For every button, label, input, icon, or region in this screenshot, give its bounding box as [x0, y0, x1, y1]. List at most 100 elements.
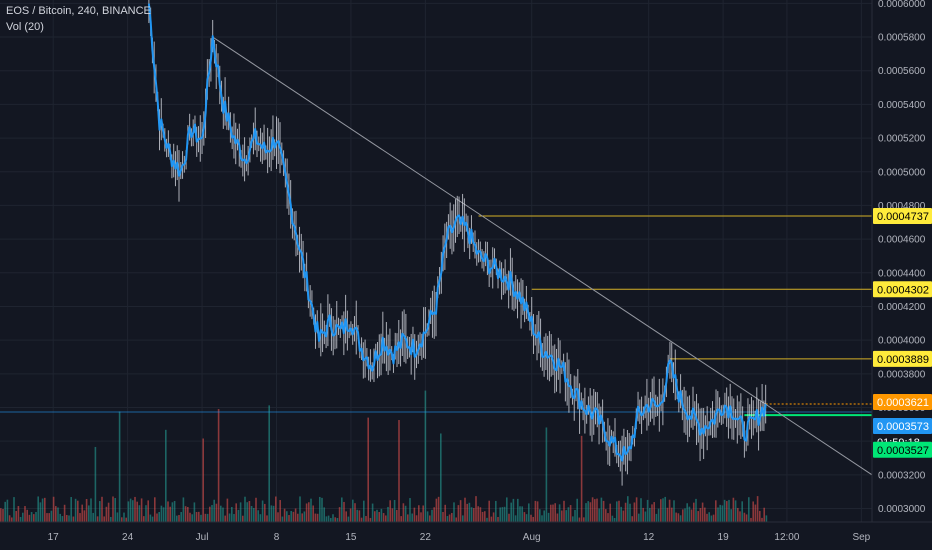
- volume-bar: [215, 503, 218, 522]
- volume-bar: [541, 515, 543, 522]
- volume-bar: [4, 501, 6, 522]
- volume-bar: [90, 498, 92, 522]
- volume-bar: [140, 498, 143, 522]
- volume-bar: [354, 503, 356, 522]
- price-tick-label: 0.0005200: [878, 134, 926, 145]
- volume-bar: [79, 513, 81, 522]
- volume-bar: [149, 514, 152, 522]
- volume-bar: [325, 516, 328, 522]
- volume-bar: [587, 501, 589, 522]
- volume-bar: [319, 496, 321, 522]
- volume-bar: [28, 514, 31, 522]
- volume-bar: [431, 509, 433, 522]
- volume-bar: [41, 498, 44, 522]
- volume-bar: [360, 517, 363, 522]
- volume-bar: [734, 500, 737, 522]
- volume-bar: [83, 510, 86, 522]
- volume-bar: [750, 517, 752, 522]
- volume-bar: [299, 496, 301, 522]
- volume-bar: [77, 500, 79, 522]
- volume-bar: [688, 506, 691, 522]
- volume-bar: [380, 508, 383, 522]
- time-tick-label: 8: [274, 532, 280, 543]
- volume-bar: [226, 498, 229, 522]
- volume-bar: [0, 508, 2, 522]
- volume-bar: [160, 505, 163, 522]
- volume-bar: [754, 504, 757, 522]
- volume-bar: [730, 509, 732, 522]
- volume-bar: [488, 500, 490, 522]
- volume-bar: [442, 511, 444, 522]
- volume-bar: [96, 516, 99, 522]
- volume-bar: [330, 517, 332, 522]
- volume-bar: [495, 500, 497, 522]
- volume-bar: [101, 496, 103, 522]
- volume-bar: [519, 506, 521, 522]
- volume-bar: [352, 499, 354, 522]
- volume-bar: [217, 409, 220, 522]
- volume-bar: [389, 500, 391, 522]
- volume-bar: [745, 514, 748, 522]
- volume-bar: [334, 517, 336, 522]
- volume-bar: [492, 512, 495, 522]
- current-price-label: 0.0003621: [877, 397, 929, 409]
- time-axis[interactable]: 17 24 Jul 8 15 22 Aug 12 19 12:00 Sep: [48, 532, 871, 543]
- volume-bar: [81, 504, 83, 522]
- level-price-label-bg: [873, 281, 932, 298]
- volume-bar: [536, 501, 539, 522]
- volume-bar: [305, 503, 308, 522]
- volume-bar: [165, 429, 167, 522]
- volume-bar: [605, 509, 607, 522]
- volume-bar: [666, 507, 669, 522]
- volume-bar: [310, 498, 312, 522]
- price-tick-label: 0.0005800: [878, 33, 926, 44]
- volume-bar: [180, 512, 182, 522]
- volume-bar: [246, 502, 248, 522]
- volume-bar: [651, 504, 653, 522]
- volume-bar: [30, 512, 33, 522]
- volume-bar: [481, 511, 484, 522]
- volume-bar: [712, 514, 715, 522]
- volume-bar: [642, 507, 644, 522]
- volume-bar: [39, 502, 42, 522]
- volume-bar: [239, 502, 242, 522]
- volume-bar: [367, 417, 369, 522]
- volume-bar: [671, 507, 673, 522]
- symbol-title[interactable]: EOS / Bitcoin, 240, BINANCE: [6, 5, 151, 17]
- volume-bar: [308, 502, 310, 522]
- volume-bar: [138, 505, 141, 522]
- volume-bar: [396, 509, 398, 522]
- time-tick-label: Sep: [852, 532, 870, 543]
- current-price-label-bg: [873, 393, 932, 410]
- volume-bar: [739, 511, 741, 522]
- volume-bar: [556, 513, 559, 522]
- grid-lines: [0, 0, 872, 522]
- volume-bar: [429, 515, 431, 522]
- volume-bar: [321, 497, 323, 522]
- volume-bar: [248, 501, 251, 522]
- volume-bar: [517, 498, 519, 522]
- volume-bar: [741, 501, 743, 522]
- volume-bar: [26, 509, 28, 522]
- volume-bar: [565, 510, 567, 522]
- volume-bar: [145, 505, 147, 522]
- volume-bar: [195, 512, 198, 522]
- volume-bar: [332, 514, 334, 522]
- volume-bar: [622, 510, 625, 522]
- volume-bar: [404, 505, 407, 522]
- volume-bar: [382, 513, 385, 522]
- volume-bar: [609, 503, 611, 522]
- volume-bar: [202, 438, 204, 522]
- volume-bar: [288, 515, 290, 522]
- volume-bar: [74, 498, 77, 522]
- volume-bar: [118, 411, 121, 522]
- volume-indicator-label[interactable]: Vol (20): [6, 21, 44, 33]
- volume-bar: [552, 504, 554, 522]
- volume-bar: [743, 512, 746, 522]
- volume-bar: [312, 505, 314, 522]
- volume-bar: [323, 507, 325, 522]
- volume-bar: [231, 507, 233, 522]
- volume-bar: [686, 503, 688, 522]
- volume-bar: [501, 507, 504, 522]
